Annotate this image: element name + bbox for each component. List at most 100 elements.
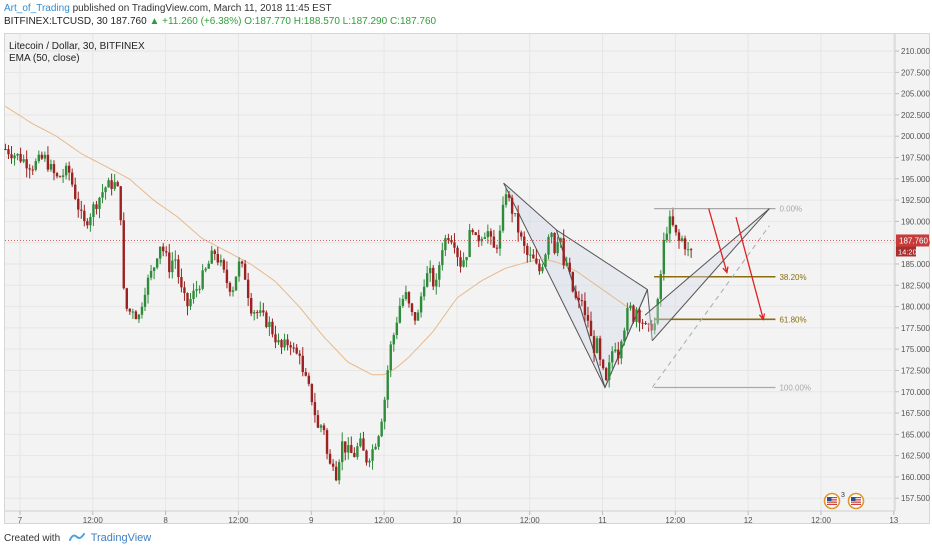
candle-body-down xyxy=(58,176,62,178)
candle-body-down xyxy=(225,269,229,283)
candle-body-down xyxy=(671,216,675,225)
candle-body-up xyxy=(614,349,617,352)
candle-body-down xyxy=(580,300,584,302)
candle-body-down xyxy=(31,169,34,171)
tradingview-logo-icon[interactable] xyxy=(68,532,85,545)
candle-body-down xyxy=(601,359,605,369)
candle-body-up xyxy=(204,268,207,271)
candle-body-up xyxy=(668,216,672,234)
candle-body-down xyxy=(328,453,332,464)
price-tick-label: 175.000 xyxy=(901,345,930,354)
low-value: L:187.290 xyxy=(342,16,388,27)
target-arrow-line[interactable] xyxy=(708,208,728,273)
candle-body-down xyxy=(80,209,83,211)
grid-lines xyxy=(5,34,895,511)
candle-body-down xyxy=(125,288,128,309)
price-change: ▲ +11.260 (+6.38%) xyxy=(149,16,242,27)
projection-lines[interactable] xyxy=(644,208,770,388)
candle-body-down xyxy=(301,355,304,373)
projection-line-dashed[interactable] xyxy=(651,225,770,388)
candle-body-down xyxy=(228,282,232,292)
candle-body-down xyxy=(110,180,113,189)
price-tick-label: 167.500 xyxy=(901,409,930,418)
candle-body-up xyxy=(198,288,201,290)
countdown-label: 14:20 xyxy=(898,247,917,256)
candle-body-down xyxy=(592,336,596,353)
candle-body-up xyxy=(529,254,532,256)
candle-body-up xyxy=(380,421,383,437)
target-arrow-head[interactable] xyxy=(722,266,729,274)
price-tick-label: 190.000 xyxy=(901,217,930,226)
candle-body-up xyxy=(22,159,25,162)
candle-body-up xyxy=(386,370,389,400)
candle-body-up xyxy=(152,267,156,271)
fibonacci-levels[interactable]: 0.00% 38.20% 61.80% 100.00% xyxy=(654,205,811,393)
candle-body-down xyxy=(447,238,450,241)
candle-body-up xyxy=(556,242,559,254)
time-tick-label: 12 xyxy=(744,516,753,525)
candle-body-down xyxy=(516,213,520,233)
candle-body-up xyxy=(486,231,490,238)
created-with-text: Created with xyxy=(4,533,61,545)
candle-body-up xyxy=(383,399,386,422)
candle-body-down xyxy=(4,148,7,150)
time-tick-label: 11 xyxy=(598,516,607,525)
candle-body-down xyxy=(28,168,31,170)
price-tick-label: 205.000 xyxy=(901,90,930,99)
candle-body-down xyxy=(344,441,347,453)
candle-body-down xyxy=(365,450,368,463)
target-arrow-line[interactable] xyxy=(735,216,764,320)
projection-line-upper[interactable] xyxy=(644,208,770,316)
candle-body-up xyxy=(662,239,666,275)
candle-body-down xyxy=(410,303,414,313)
target-arrow-head[interactable] xyxy=(758,313,766,321)
candle-body-down xyxy=(7,149,10,155)
author-link[interactable]: Art_of_Trading xyxy=(4,3,70,14)
candle-body-down xyxy=(280,340,283,348)
us-flag-icon[interactable]: 3 xyxy=(822,491,868,511)
candle-body-down xyxy=(116,182,119,187)
candle-body-up xyxy=(389,344,392,371)
candle-body-down xyxy=(313,402,317,416)
candle-body-down xyxy=(586,315,590,321)
high-value: H:188.570 xyxy=(293,16,340,27)
candle-body-up xyxy=(501,204,505,231)
candle-body-down xyxy=(474,232,477,236)
tradingview-brand-link[interactable]: TradingView xyxy=(90,532,152,545)
candle-body-up xyxy=(43,154,47,159)
events-flags[interactable]: 3 xyxy=(822,491,868,516)
candle-body-up xyxy=(595,338,599,353)
candle-body-down xyxy=(407,292,411,304)
candle-body-down xyxy=(186,293,189,307)
candle-body-up xyxy=(428,267,432,274)
candle-body-down xyxy=(122,220,125,289)
candle-body-up xyxy=(392,335,395,345)
candle-body-up xyxy=(498,230,502,249)
candle-body-up xyxy=(268,321,271,327)
candle-body-down xyxy=(304,372,308,376)
candle-body-up xyxy=(441,250,444,266)
candle-body-down xyxy=(256,312,259,314)
candle-body-up xyxy=(158,246,162,259)
candle-body-up xyxy=(319,425,323,428)
time-tick-label: 10 xyxy=(452,516,461,525)
price-tick-label: 210.000 xyxy=(901,47,930,56)
candle-body-up xyxy=(104,187,107,193)
chart-legend-indicator[interactable]: EMA (50, close) xyxy=(9,53,80,64)
projection-line-lower[interactable] xyxy=(651,208,770,341)
candle-body-up xyxy=(207,263,210,269)
candle-body-down xyxy=(535,258,538,264)
candle-body-up xyxy=(347,445,350,453)
candle-body-down xyxy=(119,186,122,221)
price-tick-label: 172.500 xyxy=(901,366,930,375)
candle-body-up xyxy=(89,217,92,226)
countdown-badge xyxy=(896,246,916,257)
price-tick-label: 200.000 xyxy=(901,132,930,141)
candle-body-up xyxy=(371,449,374,461)
candle-body-down xyxy=(471,229,474,233)
price-tick-label: 197.500 xyxy=(901,154,930,163)
symbol-name: BITFINEX:LTCUSD, 30 xyxy=(4,16,108,27)
candle-body-down xyxy=(495,247,499,249)
target-arrows[interactable] xyxy=(708,208,766,321)
